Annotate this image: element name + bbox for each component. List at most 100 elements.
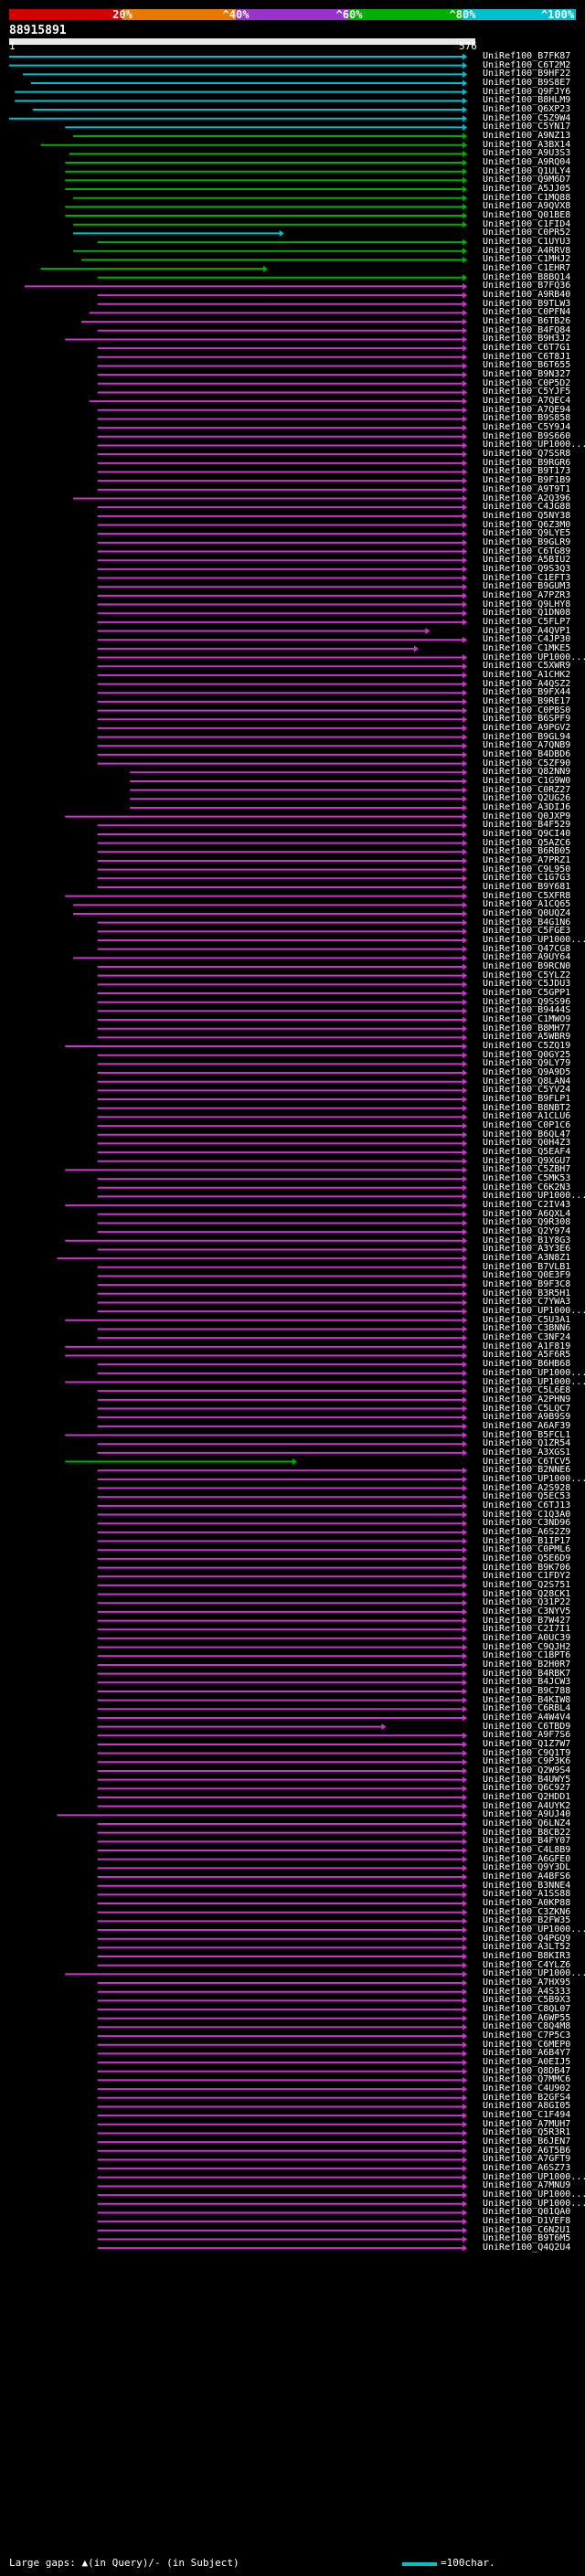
hit-label[interactable]: UniRef100_C9QJH2 — [483, 1641, 571, 1652]
hit-label[interactable]: UniRef100_B6SPF9 — [483, 714, 571, 725]
hit-label[interactable]: UniRef100_Q9XGU7 — [483, 1155, 571, 1166]
hit-label[interactable]: UniRef100_B6HB68 — [483, 1359, 571, 1370]
hit-label[interactable]: UniRef100_B3NNE4 — [483, 1880, 571, 1891]
hit-label[interactable]: UniRef100_A0UC39 — [483, 1632, 571, 1643]
hit-label[interactable]: UniRef100_B8KIR3 — [483, 1951, 571, 1962]
hit-label[interactable]: UniRef100_UP1000... — [483, 2189, 585, 2200]
hit-label[interactable]: UniRef100_A1SS88 — [483, 1889, 571, 1900]
hit-label[interactable]: UniRef100_A4RRV8 — [483, 245, 571, 256]
hit-label[interactable]: UniRef100_Q5R3R1 — [483, 2127, 571, 2138]
hit-label[interactable]: UniRef100_C5ZQ19 — [483, 1041, 571, 1052]
hit-label[interactable]: UniRef100_Q47CG8 — [483, 943, 571, 954]
hit-label[interactable]: UniRef100_A1CLU6 — [483, 1111, 571, 1122]
hit-label[interactable]: UniRef100_B4F529 — [483, 820, 571, 831]
hit-label[interactable]: UniRef100_UP1000... — [483, 1376, 585, 1387]
hit-label[interactable]: UniRef100_D1VEF8 — [483, 2216, 571, 2227]
hit-label[interactable]: UniRef100_Q5EAF4 — [483, 1147, 571, 1158]
hit-label[interactable]: UniRef100_C5XWR9 — [483, 661, 571, 672]
hit-label[interactable]: UniRef100_B9TLW3 — [483, 298, 571, 309]
hit-label[interactable]: UniRef100_C1FDY2 — [483, 1571, 571, 1582]
hit-label[interactable]: UniRef100_A3XGS1 — [483, 1447, 571, 1458]
hit-label[interactable]: UniRef100_A6S2Z9 — [483, 1526, 571, 1537]
hit-label[interactable]: UniRef100_Q2Y974 — [483, 1226, 571, 1237]
hit-label[interactable]: UniRef100_B7FQ36 — [483, 281, 571, 292]
hit-label[interactable]: UniRef100_C5L6E8 — [483, 1385, 571, 1396]
hit-label[interactable]: UniRef100_B6T655 — [483, 360, 571, 371]
hit-label[interactable]: UniRef100_UP1000... — [483, 440, 585, 451]
hit-label[interactable]: UniRef100_B8BQ14 — [483, 271, 571, 282]
hit-label[interactable]: UniRef100_C4JG88 — [483, 502, 571, 513]
hit-label[interactable]: UniRef100_A4QVP1 — [483, 625, 571, 636]
hit-label[interactable]: UniRef100_B4JCW3 — [483, 1677, 571, 1688]
hit-label[interactable]: UniRef100_A7QNB9 — [483, 740, 571, 751]
hit-label[interactable]: UniRef100_Q28CK1 — [483, 1588, 571, 1599]
hit-label[interactable]: UniRef100_B9T173 — [483, 466, 571, 477]
hit-label[interactable]: UniRef100_C6T8J1 — [483, 351, 571, 362]
hit-label[interactable]: UniRef100_A3DIJ6 — [483, 801, 571, 812]
hit-label[interactable]: UniRef100_B9RE17 — [483, 695, 571, 706]
hit-label[interactable]: UniRef100_C4L8B9 — [483, 1845, 571, 1855]
hit-label[interactable]: UniRef100_A2S928 — [483, 1482, 571, 1493]
hit-label[interactable]: UniRef100_C7P5C3 — [483, 2030, 571, 2041]
hit-label[interactable]: UniRef100_Q9LY79 — [483, 1058, 571, 1069]
hit-label[interactable]: UniRef100_A7QE94 — [483, 404, 571, 415]
hit-label[interactable]: UniRef100_B2GFS4 — [483, 2092, 571, 2103]
hit-label[interactable]: UniRef100_C6TBD9 — [483, 1721, 571, 1732]
hit-label[interactable]: UniRef100_Q01BE8 — [483, 210, 571, 221]
hit-label[interactable]: UniRef100_UP1000... — [483, 1968, 585, 1979]
hit-label[interactable]: UniRef100_B7VLB1 — [483, 1261, 571, 1272]
hit-label[interactable]: UniRef100_Q9LHY8 — [483, 599, 571, 610]
hit-label[interactable]: UniRef100_B8MH77 — [483, 1023, 571, 1034]
hit-label[interactable]: UniRef100_Q9LYE5 — [483, 528, 571, 539]
hit-label[interactable]: UniRef100_A9NZ13 — [483, 131, 571, 142]
hit-label[interactable]: UniRef100_Q5EC53 — [483, 1491, 571, 1502]
hit-label[interactable]: UniRef100_C5YV24 — [483, 1085, 571, 1096]
hit-label[interactable]: UniRef100_B9H3J2 — [483, 334, 571, 345]
hit-label[interactable]: UniRef100_C5JDU3 — [483, 979, 571, 990]
hit-label[interactable]: UniRef100_A9U3S3 — [483, 148, 571, 159]
hit-label[interactable]: UniRef100_C0PBS0 — [483, 705, 571, 716]
hit-label[interactable]: UniRef100_B6TB26 — [483, 316, 571, 327]
hit-label[interactable]: UniRef100_A9B9S9 — [483, 1412, 571, 1423]
hit-label[interactable]: UniRef100_C0P1C6 — [483, 1120, 571, 1131]
hit-label[interactable]: UniRef100_A1F819 — [483, 1341, 571, 1352]
hit-label[interactable]: UniRef100_A6T5B6 — [483, 2145, 571, 2156]
hit-label[interactable]: UniRef100_Q0H4Z3 — [483, 1138, 571, 1149]
hit-label[interactable]: UniRef100_Q2S751 — [483, 1579, 571, 1590]
hit-label[interactable]: UniRef100_UP1000... — [483, 1367, 585, 1378]
hit-label[interactable]: UniRef100_C1BPT6 — [483, 1650, 571, 1661]
hit-label[interactable]: UniRef100_Q6C927 — [483, 1783, 571, 1794]
hit-label[interactable]: UniRef100_C1UYU3 — [483, 237, 571, 248]
hit-label[interactable]: UniRef100_B4KIW8 — [483, 1694, 571, 1705]
hit-label[interactable]: UniRef100_C0RZ27 — [483, 784, 571, 795]
hit-label[interactable]: UniRef100_A0EIJ5 — [483, 2057, 571, 2068]
hit-label[interactable]: UniRef100_C2IV43 — [483, 1200, 571, 1211]
hit-label[interactable]: UniRef100_B1Y8G3 — [483, 1235, 571, 1246]
hit-label[interactable]: UniRef100_B2FW35 — [483, 1915, 571, 1926]
hit-label[interactable]: UniRef100_C2I7I1 — [483, 1624, 571, 1635]
hit-label[interactable]: UniRef100_C5GPP1 — [483, 988, 571, 999]
hit-label[interactable]: UniRef100_Q9CI40 — [483, 828, 571, 839]
hit-label[interactable]: UniRef100_Q0E3F9 — [483, 1270, 571, 1281]
hit-label[interactable]: UniRef100_B8HLM9 — [483, 95, 571, 106]
hit-label[interactable]: UniRef100_A5F6R5 — [483, 1350, 571, 1361]
hit-label[interactable]: UniRef100_Q5AZC6 — [483, 837, 571, 848]
hit-label[interactable]: UniRef100_C1MHJ2 — [483, 254, 571, 265]
hit-label[interactable]: UniRef100_Q82NN9 — [483, 767, 571, 778]
hit-label[interactable]: UniRef100_Q2UG26 — [483, 793, 571, 804]
hit-label[interactable]: UniRef100_Q1DN08 — [483, 608, 571, 619]
hit-label[interactable]: UniRef100_Q6XP23 — [483, 104, 571, 115]
hit-label[interactable]: UniRef100_B9C788 — [483, 1685, 571, 1696]
hit-label[interactable]: UniRef100_C5ZF90 — [483, 758, 571, 769]
hit-label[interactable]: UniRef100_UP1000... — [483, 935, 585, 945]
hit-label[interactable]: UniRef100_C7YWA3 — [483, 1297, 571, 1308]
hit-label[interactable]: UniRef100_UP1000... — [483, 1473, 585, 1484]
hit-label[interactable]: UniRef100_C3ZKN6 — [483, 1906, 571, 1917]
hit-label[interactable]: UniRef100_C4U902 — [483, 2083, 571, 2094]
hit-label[interactable]: UniRef100_C3NYV5 — [483, 1606, 571, 1617]
hit-label[interactable]: UniRef100_B6JEN7 — [483, 2136, 571, 2147]
hit-label[interactable]: UniRef100_Q5E6D9 — [483, 1553, 571, 1564]
hit-label[interactable]: UniRef100_A3LT52 — [483, 1942, 571, 1953]
hit-label[interactable]: UniRef100_A1CQ65 — [483, 899, 571, 910]
hit-label[interactable]: UniRef100_Q6LNZ4 — [483, 1818, 571, 1829]
